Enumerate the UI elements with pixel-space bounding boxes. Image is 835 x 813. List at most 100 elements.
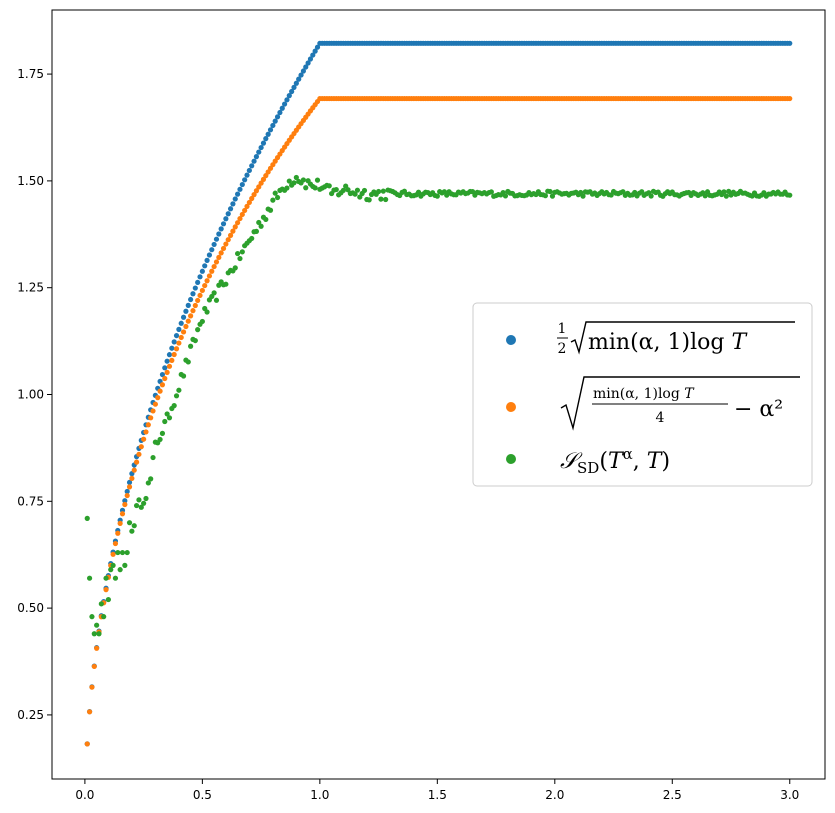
data-point bbox=[333, 186, 339, 193]
data-point bbox=[185, 302, 191, 308]
data-point bbox=[211, 263, 217, 270]
data-point bbox=[232, 224, 238, 230]
data-point bbox=[190, 291, 196, 297]
data-point bbox=[185, 318, 191, 324]
data-point bbox=[176, 326, 182, 332]
data-point bbox=[141, 436, 147, 442]
data-point bbox=[249, 163, 255, 169]
x-axis-ticks: 0.0 0.5 1.0 1.5 2.0 2.5 3.0 bbox=[75, 779, 799, 802]
data-point bbox=[256, 184, 262, 190]
data-point bbox=[239, 211, 245, 218]
svg-text:min(α, 1)log T: min(α, 1)log T bbox=[588, 330, 748, 355]
data-point bbox=[218, 250, 224, 256]
data-point bbox=[434, 193, 440, 199]
data-point bbox=[180, 314, 187, 320]
data-point bbox=[253, 154, 260, 160]
data-point bbox=[110, 551, 116, 557]
data-point bbox=[164, 358, 170, 364]
data-point bbox=[237, 255, 243, 262]
data-point bbox=[173, 332, 180, 339]
data-point bbox=[197, 274, 203, 280]
data-point bbox=[195, 297, 201, 304]
data-point bbox=[300, 68, 306, 74]
data-point bbox=[103, 587, 109, 593]
data-point bbox=[206, 273, 213, 279]
data-point bbox=[176, 387, 182, 393]
x-tick-label: 0.5 bbox=[193, 788, 212, 802]
data-point bbox=[169, 345, 175, 351]
svg-text:− α²: − α² bbox=[734, 397, 783, 422]
data-point bbox=[197, 292, 203, 299]
data-point bbox=[415, 189, 422, 195]
data-point bbox=[237, 215, 243, 222]
data-point bbox=[286, 93, 292, 99]
data-point bbox=[164, 411, 170, 417]
legend: 1 2 min(α, 1)log T min(α, 1)log T 4 − α²… bbox=[472, 302, 813, 487]
data-point bbox=[239, 249, 245, 255]
data-point bbox=[195, 327, 201, 333]
data-point bbox=[267, 207, 274, 213]
data-point bbox=[131, 523, 137, 529]
y-tick-label: 1.00 bbox=[17, 388, 44, 402]
data-point bbox=[124, 488, 130, 495]
data-point bbox=[242, 177, 248, 183]
legend-marker-green bbox=[506, 454, 516, 464]
data-point bbox=[282, 101, 288, 107]
data-point bbox=[244, 172, 250, 178]
data-point bbox=[230, 228, 236, 234]
data-point bbox=[188, 313, 194, 319]
y-tick-label: 0.25 bbox=[17, 708, 44, 722]
data-point bbox=[303, 64, 309, 70]
data-point bbox=[488, 189, 494, 195]
data-point bbox=[542, 193, 549, 199]
data-point bbox=[209, 247, 215, 253]
data-point bbox=[258, 223, 264, 229]
data-point bbox=[122, 501, 128, 508]
data-point bbox=[251, 192, 257, 198]
data-point bbox=[272, 118, 278, 124]
data-point bbox=[86, 575, 93, 581]
data-point bbox=[164, 369, 170, 375]
data-point bbox=[143, 429, 149, 435]
data-point bbox=[354, 187, 361, 193]
data-point bbox=[312, 185, 318, 191]
data-point bbox=[84, 741, 90, 747]
series-sqrt_quarter_minus_alpha_sq bbox=[84, 95, 793, 747]
data-point bbox=[91, 663, 97, 670]
data-point bbox=[171, 339, 177, 345]
data-point bbox=[340, 187, 346, 194]
data-point bbox=[380, 188, 386, 194]
data-point bbox=[91, 631, 97, 637]
data-point bbox=[150, 454, 156, 461]
data-point bbox=[101, 614, 107, 620]
data-point bbox=[375, 188, 382, 195]
data-point bbox=[199, 268, 205, 274]
data-point bbox=[218, 226, 224, 232]
data-point bbox=[159, 371, 166, 378]
data-point bbox=[270, 197, 276, 203]
data-point bbox=[251, 158, 257, 164]
legend-label-sd: 𝒮SD(Tα, T) bbox=[560, 445, 670, 477]
data-point bbox=[171, 403, 177, 409]
data-point bbox=[648, 193, 654, 199]
data-point bbox=[204, 257, 210, 263]
data-point bbox=[223, 281, 229, 287]
data-point bbox=[723, 193, 729, 199]
data-point bbox=[246, 199, 252, 206]
data-point bbox=[213, 297, 220, 303]
data-point bbox=[361, 187, 368, 194]
data-point bbox=[263, 136, 269, 142]
x-tick-label: 1.5 bbox=[428, 788, 447, 802]
data-point bbox=[303, 185, 309, 191]
svg-text:1: 1 bbox=[558, 321, 567, 337]
data-point bbox=[502, 193, 509, 199]
data-point bbox=[220, 245, 227, 252]
data-point bbox=[270, 122, 276, 129]
data-point bbox=[202, 263, 208, 269]
data-point bbox=[159, 382, 166, 388]
data-point bbox=[119, 549, 126, 556]
data-point bbox=[253, 228, 260, 234]
data-point bbox=[279, 105, 285, 111]
data-point bbox=[166, 415, 173, 421]
data-point bbox=[136, 497, 142, 503]
